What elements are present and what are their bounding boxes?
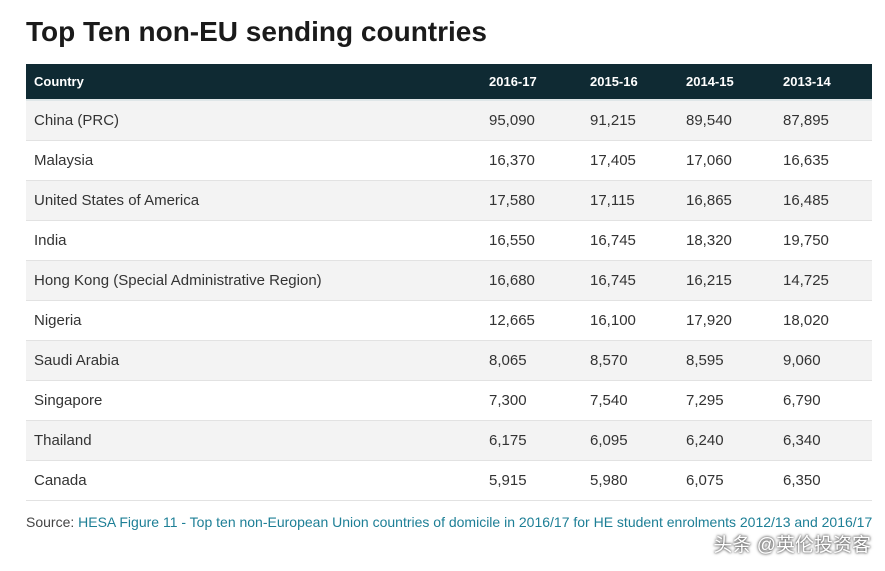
- value-cell: 8,595: [686, 352, 724, 369]
- country-cell: Thailand: [34, 432, 92, 449]
- value-cell: 16,745: [590, 272, 636, 289]
- watermark: 头条 @英伦投资客: [713, 535, 871, 556]
- value-cell: 17,405: [590, 152, 636, 169]
- source-link[interactable]: HESA Figure 11 - Top ten non-European Un…: [78, 514, 873, 530]
- column-header: 2016-17: [489, 74, 537, 89]
- value-cell: 8,570: [590, 352, 628, 369]
- value-cell: 95,090: [489, 112, 535, 129]
- table-row: India 16,550 16,745 18,320 19,750: [26, 221, 872, 261]
- table-row: Saudi Arabia 8,065 8,570 8,595 9,060: [26, 341, 872, 381]
- table-row: Hong Kong (Special Administrative Region…: [26, 261, 872, 301]
- value-cell: 6,340: [783, 432, 821, 449]
- country-cell: Saudi Arabia: [34, 352, 120, 369]
- value-cell: 6,240: [686, 432, 724, 449]
- value-cell: 89,540: [686, 112, 732, 129]
- value-cell: 16,635: [783, 152, 829, 169]
- source: Source: HESA Figure 11 - Top ten non-Eur…: [26, 510, 876, 535]
- table-row: China (PRC) 95,090 91,215 89,540 87,895: [26, 101, 872, 141]
- country-cell: China (PRC): [34, 112, 120, 129]
- value-cell: 7,295: [686, 392, 724, 409]
- column-header: 2015-16: [590, 74, 638, 89]
- value-cell: 16,550: [489, 232, 535, 249]
- value-cell: 8,065: [489, 352, 527, 369]
- value-cell: 17,060: [686, 152, 732, 169]
- value-cell: 18,320: [686, 232, 732, 249]
- value-cell: 91,215: [590, 112, 636, 129]
- table-row: Singapore 7,300 7,540 7,295 6,790: [26, 381, 872, 421]
- value-cell: 16,745: [590, 232, 636, 249]
- country-cell: United States of America: [34, 192, 200, 209]
- table-row: Thailand 6,175 6,095 6,240 6,340: [26, 421, 872, 461]
- table: Country 2016-17 2015-16 2014-15 2013-14 China…: [26, 64, 872, 501]
- value-cell: 7,300: [489, 392, 527, 409]
- value-cell: 19,750: [783, 232, 829, 249]
- table-row: Malaysia 16,370 17,405 17,060 16,635: [26, 141, 872, 181]
- value-cell: 16,865: [686, 192, 732, 209]
- value-cell: 6,095: [590, 432, 628, 449]
- country-cell: Nigeria: [34, 312, 82, 329]
- country-cell: Hong Kong (Special Administrative Region…: [34, 272, 322, 289]
- title: Top Ten non-EU sending countries: [26, 16, 487, 47]
- value-cell: 14,725: [783, 272, 829, 289]
- value-cell: 16,370: [489, 152, 535, 169]
- value-cell: 17,115: [590, 192, 635, 209]
- column-header: 2014-15: [686, 74, 734, 89]
- value-cell: 7,540: [590, 392, 628, 409]
- value-cell: 16,680: [489, 272, 535, 289]
- value-cell: 16,215: [686, 272, 732, 289]
- country-cell: India: [34, 232, 67, 249]
- country-cell: Malaysia: [34, 152, 94, 169]
- column-header: Country: [34, 74, 84, 89]
- value-cell: 5,915: [489, 472, 527, 489]
- value-cell: 87,895: [783, 112, 829, 129]
- value-cell: 12,665: [489, 312, 535, 329]
- value-cell: 17,580: [489, 192, 535, 209]
- value-cell: 16,485: [783, 192, 829, 209]
- value-cell: 16,100: [590, 312, 636, 329]
- country-cell: Singapore: [34, 392, 103, 409]
- value-cell: 17,920: [686, 312, 732, 329]
- value-cell: 6,175: [489, 432, 527, 449]
- table-row: United States of America 17,580 17,115 16,8…: [26, 181, 872, 221]
- value-cell: 6,790: [783, 392, 821, 409]
- source-label: Source:: [26, 514, 75, 530]
- column-header: 2013-14: [783, 74, 831, 89]
- value-cell: 18,020: [783, 312, 829, 329]
- table-row: Canada 5,915 5,980 6,075 6,350: [26, 461, 872, 501]
- value-cell: 6,350: [783, 472, 821, 489]
- value-cell: 5,980: [590, 472, 628, 489]
- country-cell: Canada: [34, 472, 87, 489]
- value-cell: 9,060: [783, 352, 821, 369]
- value-cell: 6,075: [686, 472, 724, 489]
- header-row: Country 2016-17 2015-16 2014-15 2013-14: [26, 64, 872, 101]
- table-row: Nigeria 12,665 16,100 17,920 18,020: [26, 301, 872, 341]
